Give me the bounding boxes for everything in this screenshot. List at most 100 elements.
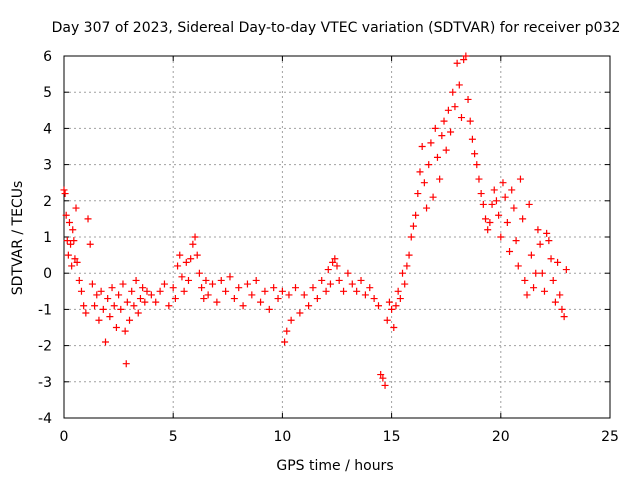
data-point-marker xyxy=(407,233,415,241)
data-point-marker xyxy=(390,324,398,331)
data-point-marker xyxy=(63,237,71,245)
data-point-marker xyxy=(503,219,511,227)
data-point-marker xyxy=(248,291,256,299)
data-point-marker xyxy=(344,269,352,277)
data-point-marker xyxy=(60,186,68,194)
data-point-marker xyxy=(72,204,80,212)
data-point-marker xyxy=(370,295,378,303)
data-point-marker xyxy=(130,302,138,310)
y-tick-label: 2 xyxy=(43,194,52,210)
data-point-marker xyxy=(324,266,332,274)
y-tick-label: 3 xyxy=(43,158,52,174)
data-point-marker xyxy=(193,251,201,259)
y-tick-label: -1 xyxy=(38,302,52,318)
data-point-marker xyxy=(322,287,330,295)
data-point-marker xyxy=(121,327,129,335)
data-point-marker xyxy=(348,280,356,288)
data-point-marker xyxy=(438,132,446,140)
data-point-marker xyxy=(184,276,192,284)
data-point-marker xyxy=(313,295,321,303)
data-point-marker xyxy=(180,287,188,295)
data-point-marker xyxy=(300,291,308,299)
data-point-marker xyxy=(383,316,391,324)
data-point-marker xyxy=(97,287,105,295)
data-point-marker xyxy=(499,179,507,187)
data-point-marker xyxy=(200,295,208,303)
data-point-marker xyxy=(69,226,77,234)
data-point-marker xyxy=(538,269,546,277)
data-point-marker xyxy=(392,302,400,310)
data-point-marker xyxy=(521,276,529,284)
data-point-marker xyxy=(209,280,217,288)
data-point-marker xyxy=(399,269,407,277)
data-point-marker xyxy=(479,200,487,208)
data-point-marker xyxy=(497,233,505,241)
data-point-marker xyxy=(333,262,341,270)
data-point-marker xyxy=(420,179,428,187)
data-point-marker xyxy=(556,291,564,299)
data-point-marker xyxy=(86,240,94,248)
data-point-marker xyxy=(532,269,540,277)
data-point-marker xyxy=(433,153,441,161)
data-point-marker xyxy=(374,302,382,310)
data-point-marker xyxy=(440,117,448,125)
data-point-marker xyxy=(545,237,553,245)
data-point-marker xyxy=(449,88,457,96)
data-point-marker xyxy=(495,211,503,219)
data-point-marker xyxy=(558,305,566,313)
data-point-marker xyxy=(257,298,265,306)
data-point-marker xyxy=(519,215,527,223)
data-point-marker xyxy=(296,309,304,317)
data-point-marker xyxy=(95,316,103,324)
data-point-marker xyxy=(530,284,538,292)
data-point-marker xyxy=(82,309,90,317)
data-points xyxy=(60,52,570,389)
data-point-marker xyxy=(335,276,343,284)
data-point-marker xyxy=(287,316,295,324)
data-point-marker xyxy=(119,280,127,288)
y-tick-label: -3 xyxy=(38,375,52,391)
data-point-marker xyxy=(554,258,562,266)
data-point-marker xyxy=(560,313,568,321)
y-tick-label: 4 xyxy=(43,121,52,137)
data-point-marker xyxy=(139,284,147,292)
data-point-marker xyxy=(431,124,439,132)
data-point-marker xyxy=(61,190,69,198)
data-point-marker xyxy=(252,276,260,284)
data-point-marker xyxy=(88,280,96,288)
grid-lines xyxy=(64,56,610,418)
data-point-marker xyxy=(534,226,542,234)
y-axis-label: SDTVAR / TECUs xyxy=(10,181,26,296)
data-point-marker xyxy=(523,291,531,299)
data-point-marker xyxy=(108,284,116,292)
data-point-marker xyxy=(353,287,361,295)
data-point-marker xyxy=(143,287,151,295)
data-point-marker xyxy=(464,95,472,103)
data-point-marker xyxy=(462,52,470,60)
data-point-marker xyxy=(189,240,197,248)
data-point-marker xyxy=(292,284,300,292)
data-point-marker xyxy=(442,146,450,154)
data-point-marker xyxy=(274,295,282,303)
data-point-marker xyxy=(427,139,435,147)
data-point-marker xyxy=(473,161,481,169)
y-tick-label: -4 xyxy=(38,411,52,427)
data-point-marker xyxy=(243,280,251,288)
data-point-marker xyxy=(71,255,79,263)
data-point-marker xyxy=(171,295,179,303)
data-point-marker xyxy=(62,211,70,219)
data-point-marker xyxy=(226,273,234,281)
data-point-marker xyxy=(514,262,522,270)
data-point-marker xyxy=(235,284,243,292)
data-point-marker xyxy=(510,204,518,212)
data-point-marker xyxy=(239,302,247,310)
data-point-marker xyxy=(516,175,524,183)
data-point-marker xyxy=(141,298,149,306)
data-point-marker xyxy=(176,251,184,259)
data-point-marker xyxy=(492,197,500,205)
data-point-marker xyxy=(385,298,393,306)
data-point-marker xyxy=(152,298,160,306)
data-point-marker xyxy=(490,186,498,194)
data-point-marker xyxy=(429,193,437,201)
